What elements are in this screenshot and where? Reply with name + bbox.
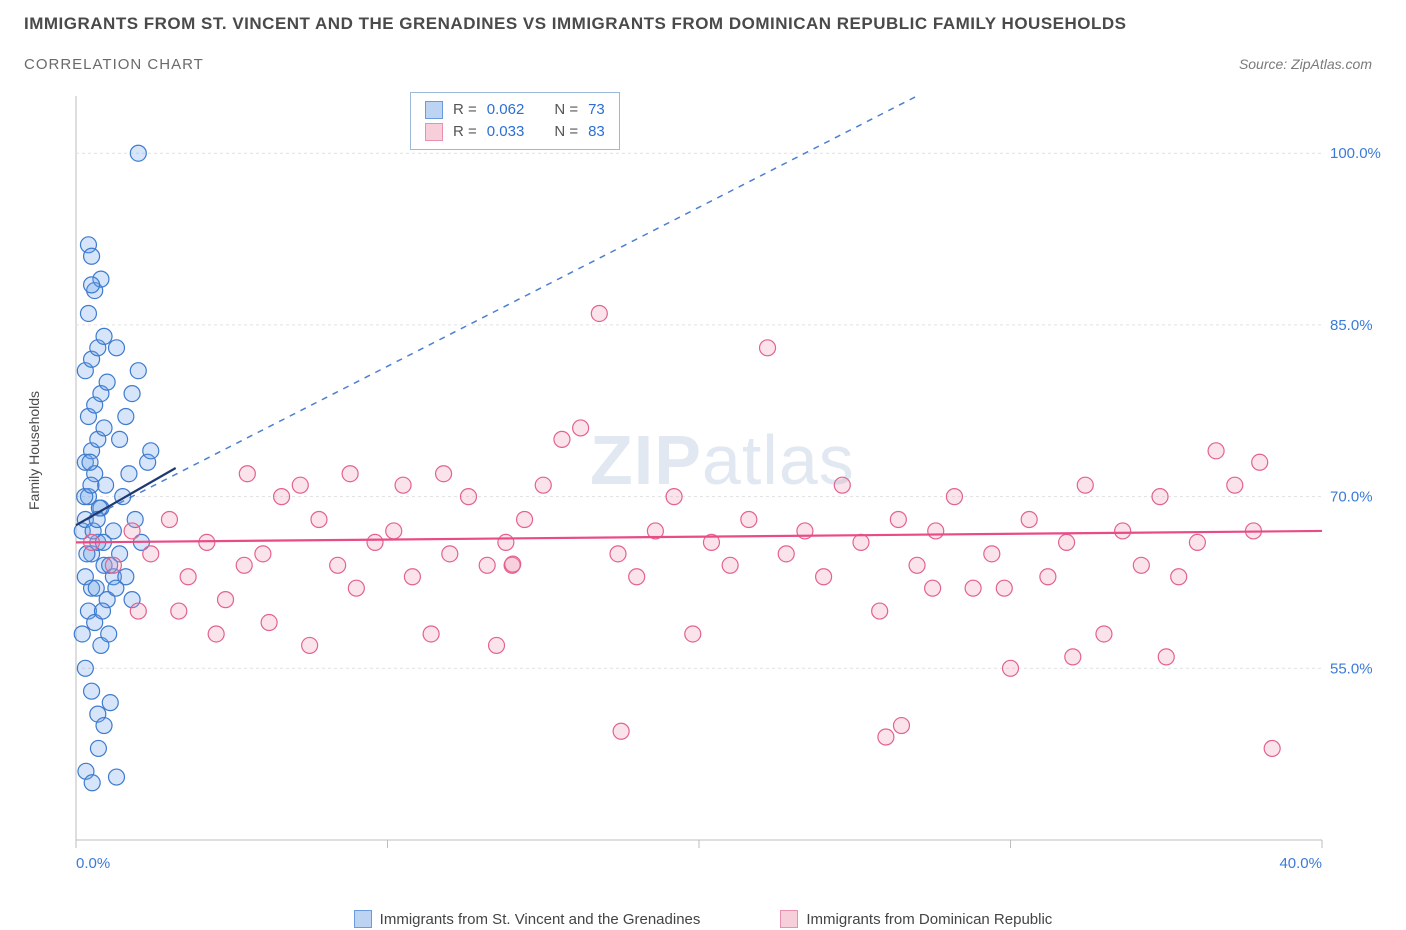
swatch	[425, 101, 443, 119]
legend-item: Immigrants from St. Vincent and the Gren…	[354, 910, 701, 928]
r-label: R =	[453, 121, 477, 143]
r-value: 0.062	[487, 99, 525, 121]
svg-text:40.0%: 40.0%	[1279, 855, 1322, 872]
swatch	[354, 910, 372, 928]
legend-label: Immigrants from Dominican Republic	[806, 911, 1052, 928]
n-value: 83	[588, 121, 605, 143]
svg-text:100.0%: 100.0%	[1330, 145, 1381, 162]
correlation-box: R = 0.062 N = 73 R = 0.033 N = 83	[410, 92, 620, 150]
source-label: Source: ZipAtlas.com	[1239, 56, 1372, 72]
n-label: N =	[554, 99, 578, 121]
swatch	[780, 910, 798, 928]
correlation-row: R = 0.062 N = 73	[425, 99, 605, 121]
n-value: 73	[588, 99, 605, 121]
page-title: IMMIGRANTS FROM ST. VINCENT AND THE GREN…	[24, 14, 1127, 34]
legend-label: Immigrants from St. Vincent and the Gren…	[380, 911, 701, 928]
plot-area: 55.0%70.0%85.0%100.0%0.0%40.0% ZIPatlas …	[70, 90, 1382, 880]
correlation-row: R = 0.033 N = 83	[425, 121, 605, 143]
legend-item: Immigrants from Dominican Republic	[780, 910, 1052, 928]
n-label: N =	[554, 121, 578, 143]
svg-text:55.0%: 55.0%	[1330, 660, 1373, 677]
svg-text:85.0%: 85.0%	[1330, 317, 1373, 334]
y-axis-label: Family Households	[26, 391, 42, 510]
svg-text:0.0%: 0.0%	[76, 855, 110, 872]
chart-svg: 55.0% 70.0% 85.0% 100.0% 0.0% 40.0%	[70, 90, 1382, 880]
legend: Immigrants from St. Vincent and the Gren…	[0, 910, 1406, 928]
swatch	[425, 123, 443, 141]
r-value: 0.033	[487, 121, 525, 143]
r-label: R =	[453, 99, 477, 121]
chart-container: Family Households 55.0% 70.0% 85.0% 100.0% 0…	[24, 90, 1382, 880]
svg-text:70.0%: 70.0%	[1330, 489, 1373, 506]
page-subtitle: CORRELATION CHART	[24, 56, 204, 73]
